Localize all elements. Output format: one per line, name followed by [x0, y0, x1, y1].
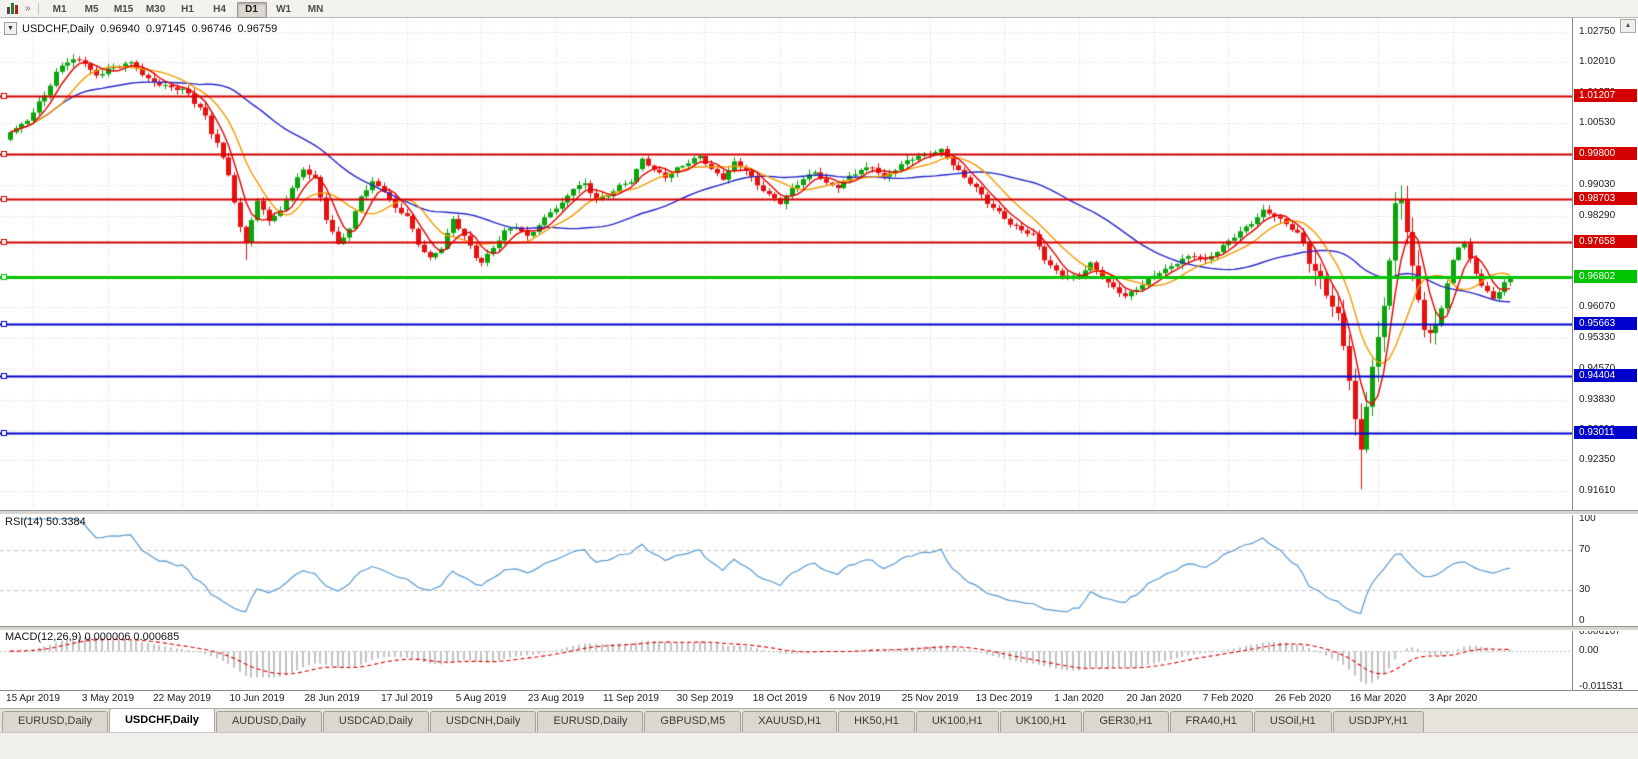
price-line-label-support: 0.95663 [1574, 317, 1637, 330]
tab-uk100-h1[interactable]: UK100,H1 [915, 711, 999, 732]
date-label: 3 Apr 2020 [1428, 693, 1478, 704]
price-line-label-resistance: 0.99800 [1574, 147, 1637, 160]
time-axis[interactable]: 15 Apr 2019 3 May 2019 22 May 2019 10 Jun 2… [0, 690, 1638, 708]
date-label: 22 May 2019 [153, 693, 211, 704]
tab-eurusd-daily[interactable]: EURUSD,Daily [2, 711, 108, 732]
date-label: 16 Mar 2020 [1349, 693, 1407, 704]
timeframe-button-h1[interactable]: H1 [181, 4, 194, 15]
price-tick: 0.99030 [1579, 179, 1616, 190]
tab-gbpusd-m5[interactable]: GBPUSD,M5 [644, 711, 742, 732]
tab-xauusd-h1[interactable]: XAUUSD,H1 [742, 711, 838, 732]
timeframe-button-m30[interactable]: M30 [145, 4, 166, 15]
price-line-label-support: 0.93011 [1574, 426, 1637, 439]
rsi-level-label: 30 [1579, 584, 1591, 595]
panel-divider-macd[interactable] [0, 626, 1638, 631]
price-axis[interactable]: ▲ 1.027501.020101.012701.005300.997700.9… [1572, 18, 1638, 692]
timeframe-button-m15[interactable]: M15 [113, 4, 134, 15]
timeframe-button-h4[interactable]: H4 [213, 4, 226, 15]
tab-usdcad-daily[interactable]: USDCAD,Daily [322, 711, 429, 732]
price-tick: 1.00530 [1579, 117, 1616, 128]
timeframe-buttons: M1 M5 M15 M30 H1 H4 D1 W1 MN [44, 0, 332, 18]
price-tick: 1.02010 [1579, 56, 1616, 67]
price-tick: 0.96070 [1579, 301, 1616, 312]
macd-indicator-canvas[interactable] [0, 629, 1572, 690]
date-label: 26 Feb 2020 [1274, 693, 1332, 704]
macd-header: MACD(12,26,9) 0.000006 0.000685 [5, 631, 180, 643]
price-line-label-current-price: 0.96802 [1574, 270, 1637, 283]
price-line-label-resistance: 0.98703 [1574, 192, 1637, 205]
tab-hk50-h1[interactable]: HK50,H1 [838, 711, 915, 732]
date-label: 1 Jan 2020 [1054, 693, 1104, 704]
macd-scale-label: -0.011531 [1579, 681, 1624, 692]
date-label: 18 Oct 2019 [752, 693, 808, 704]
tab-usdchf-daily[interactable]: USDCHF,Daily [108, 709, 215, 732]
chart-legend: ▼ USDCHF,Daily 0.96940 0.97145 0.96746 0… [4, 22, 277, 35]
toolbar-separator [37, 2, 39, 15]
date-label: 13 Dec 2019 [975, 693, 1033, 704]
price-tick: 0.91610 [1579, 485, 1616, 496]
legend-low: 0.96746 [191, 22, 232, 35]
tab-audusd-daily[interactable]: AUDUSD,Daily [215, 711, 322, 732]
date-label: 15 Apr 2019 [6, 693, 60, 704]
legend-open: 0.96940 [100, 22, 140, 35]
price-tick: 0.95330 [1579, 332, 1616, 343]
price-line-label-support: 0.94404 [1574, 369, 1637, 382]
rsi-level-label: 0 [1579, 615, 1585, 626]
price-tick: 0.94570 [1579, 363, 1615, 375]
legend-symbol: USDCHF,Daily [22, 22, 95, 35]
rsi-level-label: 70 [1579, 544, 1591, 555]
price-line-label-resistance: 1.01207 [1574, 89, 1637, 102]
date-label: 30 Sep 2019 [676, 693, 734, 704]
tab-fra40-h1[interactable]: FRA40,H1 [1169, 711, 1253, 732]
date-label: 10 Jun 2019 [229, 693, 285, 704]
tab-uk100-h1[interactable]: UK100,H1 [999, 711, 1083, 732]
scroll-up-icon[interactable]: ▲ [1620, 19, 1636, 33]
price-tick: 0.92350 [1579, 454, 1616, 465]
date-label: 17 Jul 2019 [381, 693, 433, 704]
legend-close: 0.96759 [237, 22, 278, 35]
date-label: 23 Aug 2019 [527, 693, 585, 704]
macd-scale-label: 0.00 [1579, 645, 1599, 656]
chevron-expand-icon[interactable]: » [25, 3, 31, 14]
rsi-indicator-canvas[interactable] [0, 513, 1572, 626]
panel-divider-rsi[interactable] [0, 510, 1638, 515]
status-strip [0, 732, 1638, 759]
chart-dropdown-icon[interactable]: ▼ [4, 22, 17, 35]
date-label: 28 Jun 2019 [304, 693, 360, 704]
price-tick: 0.98290 [1579, 210, 1616, 221]
rsi-header: RSI(14) 50.3384 [5, 516, 86, 528]
rsi-level-label: 100 [1579, 513, 1596, 524]
timeframe-button-m5[interactable]: M5 [84, 4, 99, 15]
timeframe-button-mn[interactable]: MN [307, 4, 324, 15]
tab-usdcnh-daily[interactable]: USDCNH,Daily [429, 711, 537, 732]
main-price-chart-canvas[interactable] [0, 18, 1572, 510]
price-line-label-resistance: 0.97658 [1574, 235, 1637, 248]
date-label: 6 Nov 2019 [829, 693, 881, 704]
tab-usoil-h1[interactable]: USOil,H1 [1253, 711, 1332, 732]
date-label: 3 May 2019 [81, 693, 135, 704]
price-tick: 1.02750 [1579, 26, 1616, 37]
candlestick-chart-icon[interactable] [6, 2, 21, 15]
timeframe-button-w1[interactable]: W1 [276, 4, 292, 15]
legend-high: 0.97145 [145, 22, 186, 35]
tab-ger30-h1[interactable]: GER30,H1 [1083, 711, 1169, 732]
price-tick: 0.93830 [1579, 394, 1616, 405]
tab-usdjpy-h1[interactable]: USDJPY,H1 [1332, 711, 1424, 732]
macd-scale-label: 0.006167 [1579, 626, 1621, 637]
date-label: 11 Sep 2019 [603, 693, 659, 704]
tab-eurusd-daily[interactable]: EURUSD,Daily [537, 711, 644, 732]
chart-area: ▼ USDCHF,Daily 0.96940 0.97145 0.96746 0… [0, 18, 1572, 708]
date-label: 25 Nov 2019 [901, 693, 959, 704]
date-label: 7 Feb 2020 [1202, 693, 1254, 704]
timeframe-button-m1[interactable]: M1 [52, 4, 67, 15]
date-label: 20 Jan 2020 [1126, 693, 1182, 704]
chart-tab-bar: EURUSD,Daily USDCHF,Daily AUDUSD,Daily USDC… [0, 708, 1638, 732]
timeframe-button-d1[interactable]: D1 [236, 2, 267, 18]
timeframe-toolbar: » M1 M5 M15 M30 H1 H4 D1 W1 MN [0, 0, 1638, 18]
date-label: 5 Aug 2019 [455, 693, 507, 704]
